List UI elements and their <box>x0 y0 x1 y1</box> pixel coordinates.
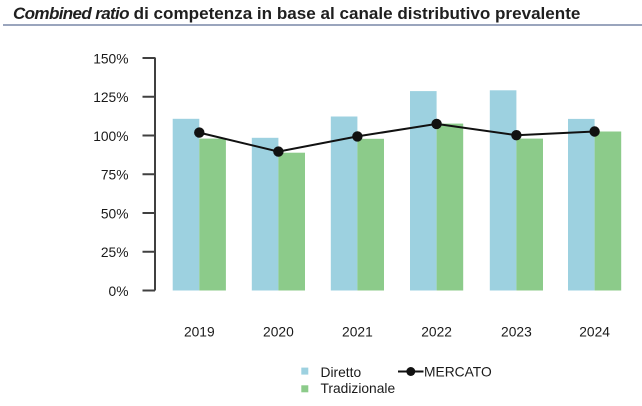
svg-text:2022: 2022 <box>421 325 452 340</box>
svg-text:125%: 125% <box>93 90 128 105</box>
svg-text:50%: 50% <box>101 206 129 221</box>
svg-text:100%: 100% <box>93 129 128 144</box>
svg-text:2023: 2023 <box>501 325 532 340</box>
svg-text:Tradizionale: Tradizionale <box>321 381 396 396</box>
svg-text:2020: 2020 <box>263 325 294 340</box>
svg-text:25%: 25% <box>101 245 129 260</box>
svg-text:MERCATO: MERCATO <box>424 365 492 380</box>
svg-text:0%: 0% <box>109 284 129 299</box>
svg-text:2019: 2019 <box>184 325 215 340</box>
svg-text:150%: 150% <box>93 51 128 66</box>
svg-text:2024: 2024 <box>579 325 610 340</box>
svg-text:2021: 2021 <box>342 325 373 340</box>
svg-text:Diretto: Diretto <box>321 365 362 380</box>
svg-text:75%: 75% <box>101 168 129 183</box>
